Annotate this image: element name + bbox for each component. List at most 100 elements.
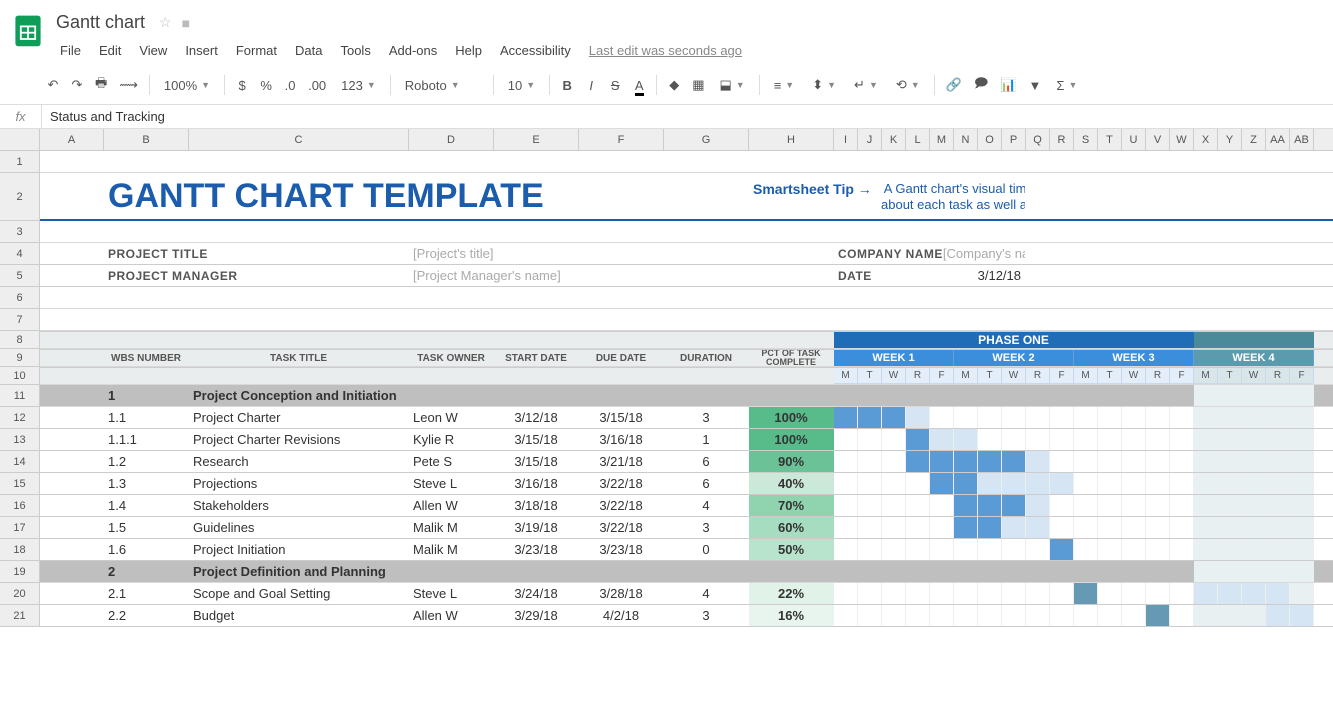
col-header-G[interactable]: G xyxy=(664,129,749,150)
decrease-decimal-button[interactable]: .0 xyxy=(279,74,301,97)
col-header-E[interactable]: E xyxy=(494,129,579,150)
doc-title[interactable]: Gantt chart xyxy=(52,10,149,35)
row-header-15[interactable]: 15 xyxy=(0,473,39,495)
smartsheet-tip-link[interactable]: Smartsheet Tip → xyxy=(753,181,872,197)
row-header-21[interactable]: 21 xyxy=(0,605,39,627)
row-header-14[interactable]: 14 xyxy=(0,451,39,473)
col-header-X[interactable]: X xyxy=(1194,129,1218,150)
task-pct: 90% xyxy=(749,451,834,472)
zoom-dropdown[interactable]: 100%▼ xyxy=(156,74,218,97)
menu-file[interactable]: File xyxy=(52,39,89,62)
borders-button[interactable]: ▦ xyxy=(687,73,709,97)
valign-button[interactable]: ⬍▼ xyxy=(804,73,844,97)
bold-button[interactable]: B xyxy=(556,74,578,97)
row-header-17[interactable]: 17 xyxy=(0,517,39,539)
row-header-2[interactable]: 2 xyxy=(0,173,39,221)
select-all-corner[interactable] xyxy=(0,129,40,150)
row-header-19[interactable]: 19 xyxy=(0,561,39,583)
italic-button[interactable]: I xyxy=(580,74,602,97)
star-icon[interactable]: ☆ xyxy=(159,14,172,31)
number-format-dropdown[interactable]: 123▼ xyxy=(333,74,384,97)
col-header-J[interactable]: J xyxy=(858,129,882,150)
col-header-H[interactable]: H xyxy=(749,129,834,150)
row-header-11[interactable]: 11 xyxy=(0,385,39,407)
filter-button[interactable]: ▼ xyxy=(1024,74,1047,97)
link-button[interactable]: 🔗 xyxy=(941,73,967,97)
col-header-C[interactable]: C xyxy=(189,129,409,150)
sheets-logo[interactable] xyxy=(8,10,48,50)
row-header-18[interactable]: 18 xyxy=(0,539,39,561)
last-edit-link[interactable]: Last edit was seconds ago xyxy=(581,39,750,62)
menu-edit[interactable]: Edit xyxy=(91,39,129,62)
comment-button[interactable]: 🗩 xyxy=(969,70,993,100)
row-header-1[interactable]: 1 xyxy=(0,151,39,173)
halign-button[interactable]: ≡▼ xyxy=(766,74,803,97)
col-header-AA[interactable]: AA xyxy=(1266,129,1290,150)
row-header-3[interactable]: 3 xyxy=(0,221,39,243)
col-header-V[interactable]: V xyxy=(1146,129,1170,150)
col-header-T[interactable]: T xyxy=(1098,129,1122,150)
sheet-content[interactable]: GANTT CHART TEMPLATESmartsheet Tip →A Ga… xyxy=(40,151,1333,627)
row-header-4[interactable]: 4 xyxy=(0,243,39,265)
paint-format-button[interactable]: ⟿ xyxy=(114,73,143,97)
col-header-W[interactable]: W xyxy=(1170,129,1194,150)
menu-accessibility[interactable]: Accessibility xyxy=(492,39,579,62)
row-header-5[interactable]: 5 xyxy=(0,265,39,287)
row-header-12[interactable]: 12 xyxy=(0,407,39,429)
row-header-10[interactable]: 10 xyxy=(0,367,39,385)
col-header-S[interactable]: S xyxy=(1074,129,1098,150)
col-header-F[interactable]: F xyxy=(579,129,664,150)
folder-icon[interactable]: ■ xyxy=(182,15,190,31)
row-header-9[interactable]: 9 xyxy=(0,349,39,367)
day-header: M xyxy=(834,368,858,384)
print-button[interactable]: 🖶 xyxy=(90,70,112,100)
col-header-K[interactable]: K xyxy=(882,129,906,150)
th-dur xyxy=(664,332,749,348)
font-dropdown[interactable]: Roboto▼ xyxy=(397,74,487,97)
formula-input[interactable]: Status and Tracking xyxy=(42,109,1333,124)
col-header-M[interactable]: M xyxy=(930,129,954,150)
col-header-L[interactable]: L xyxy=(906,129,930,150)
row-header-20[interactable]: 20 xyxy=(0,583,39,605)
currency-button[interactable]: $ xyxy=(231,74,253,97)
col-header-I[interactable]: I xyxy=(834,129,858,150)
col-header-Z[interactable]: Z xyxy=(1242,129,1266,150)
menu-tools[interactable]: Tools xyxy=(332,39,378,62)
row-header-6[interactable]: 6 xyxy=(0,287,39,309)
day-header: R xyxy=(1266,368,1290,384)
row-header-16[interactable]: 16 xyxy=(0,495,39,517)
menu-view[interactable]: View xyxy=(131,39,175,62)
row-header-8[interactable]: 8 xyxy=(0,331,39,349)
col-header-AB[interactable]: AB xyxy=(1290,129,1314,150)
col-header-P[interactable]: P xyxy=(1002,129,1026,150)
increase-decimal-button[interactable]: .00 xyxy=(303,74,331,97)
merge-button[interactable]: ⬓▼ xyxy=(711,73,752,97)
functions-button[interactable]: Σ▼ xyxy=(1048,74,1085,97)
menu-help[interactable]: Help xyxy=(447,39,490,62)
col-header-A[interactable]: A xyxy=(40,129,104,150)
col-header-R[interactable]: R xyxy=(1050,129,1074,150)
fontsize-dropdown[interactable]: 10▼ xyxy=(500,74,543,97)
fill-color-button[interactable]: ◆ xyxy=(663,73,685,97)
col-header-O[interactable]: O xyxy=(978,129,1002,150)
menu-add-ons[interactable]: Add-ons xyxy=(381,39,445,62)
menu-format[interactable]: Format xyxy=(228,39,285,62)
strike-button[interactable]: S xyxy=(604,74,626,97)
redo-button[interactable]: ↷ xyxy=(66,73,88,97)
menu-insert[interactable]: Insert xyxy=(177,39,226,62)
row-header-7[interactable]: 7 xyxy=(0,309,39,331)
col-header-D[interactable]: D xyxy=(409,129,494,150)
menu-data[interactable]: Data xyxy=(287,39,330,62)
col-header-Y[interactable]: Y xyxy=(1218,129,1242,150)
text-color-button[interactable]: A xyxy=(628,74,650,97)
row-header-13[interactable]: 13 xyxy=(0,429,39,451)
col-header-B[interactable]: B xyxy=(104,129,189,150)
col-header-Q[interactable]: Q xyxy=(1026,129,1050,150)
col-header-U[interactable]: U xyxy=(1122,129,1146,150)
rotate-button[interactable]: ⟲▼ xyxy=(888,73,928,97)
col-header-N[interactable]: N xyxy=(954,129,978,150)
percent-button[interactable]: % xyxy=(255,74,277,97)
undo-button[interactable]: ↶ xyxy=(42,73,64,97)
wrap-button[interactable]: ↵▼ xyxy=(846,73,886,97)
chart-button[interactable]: 📊 xyxy=(995,73,1021,97)
